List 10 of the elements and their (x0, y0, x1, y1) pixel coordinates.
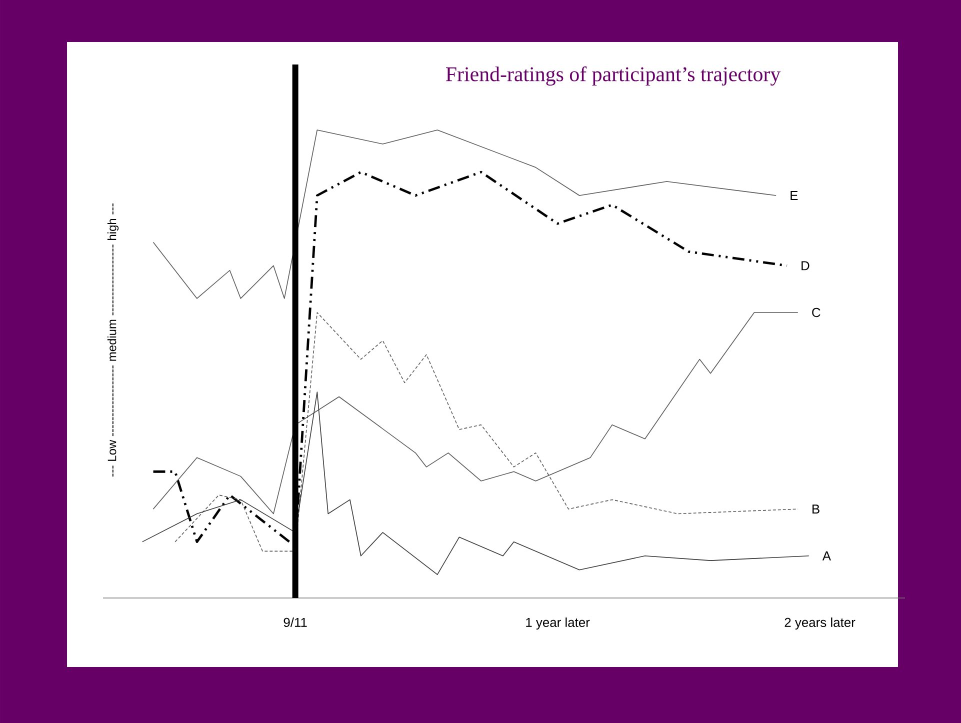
series-label: B (812, 504, 820, 514)
series-label: C (812, 308, 820, 318)
x-tick-label: 1 year later (526, 618, 590, 630)
series-label: D (802, 261, 810, 270)
series-label: E (790, 191, 798, 200)
y-axis-title: --- Low ------------------ medium ------------------ high --- (107, 203, 119, 477)
chart-title: Friend-ratings of participant’s trajectory (446, 66, 781, 86)
series-label: A (822, 551, 831, 560)
x-tick-label: 2 years later (784, 618, 856, 630)
x-tick-label: 9/11 (284, 618, 307, 628)
